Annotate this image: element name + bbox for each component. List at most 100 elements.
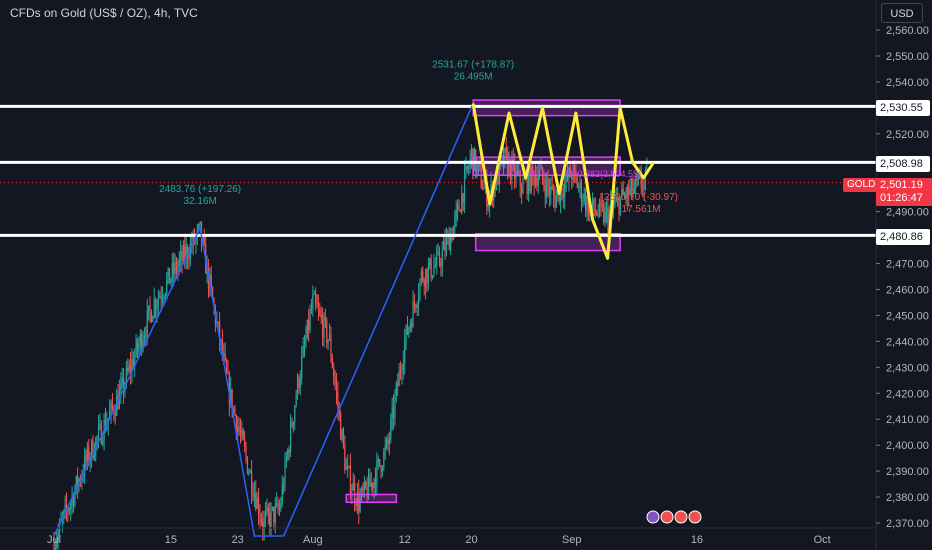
candle-body [302,345,304,357]
candle-body [122,377,125,393]
candle-body [150,311,153,323]
currency-button[interactable]: USD [881,3,923,23]
candle-body [116,395,118,416]
candle-body [100,423,102,444]
candle-body [604,210,606,223]
pattern-line [471,103,655,260]
candle-body [241,429,243,434]
candle-body [142,340,144,349]
candle-body [575,170,577,177]
symbol-tag: GOLD [843,178,880,192]
candle-body [102,441,104,444]
candle-body [568,167,570,179]
level-tag-bottom: 2,480.86 [876,229,930,245]
pivot-volume: 32.16M [183,196,216,207]
candle-body [548,186,551,195]
candle-body [316,302,318,308]
candle-body [88,446,90,462]
candle-body [572,166,574,180]
x-tick-label: 20 [465,534,477,546]
candle-body [553,189,555,196]
candle-body [643,179,645,190]
candle-body [237,426,239,433]
candle-body [248,472,250,474]
candle-body [121,377,123,384]
lightning-event-icon [646,510,660,524]
candle-body [131,359,133,372]
candle-body [380,465,382,473]
candle-body [388,438,390,444]
candle-body [420,271,422,281]
y-axis[interactable]: 2,560.002,550.002,540.002,530.002,520.00… [875,0,929,550]
candle-body [431,275,434,278]
candle-body [270,508,272,527]
candle-body [511,159,513,180]
candle-body [633,187,635,193]
candle-body [342,429,345,446]
candle-body [399,370,402,373]
candle-body [374,479,377,487]
annotations: 2531.67 (+178.87)26.495M 2483.76 (+197.26… [159,60,678,215]
candle-body [128,364,130,372]
candle-body [404,340,406,363]
candle-body [224,353,226,360]
pivot-label: 2483.76 (+197.26) [159,184,241,195]
candle-body [587,197,589,216]
x-axis[interactable]: Jul 15 23 Aug 12 20 Sep 16 Oct [0,527,876,546]
candle-body [579,181,581,187]
candle-body [118,391,121,409]
candle-body [173,263,175,274]
candle-body [245,446,247,457]
candle-body [57,531,59,542]
candle-body [212,287,214,300]
candle-body [217,321,219,323]
candle-body [533,173,535,185]
candle-body [223,353,225,356]
y-tick-label: 2,460.00 [886,284,929,296]
trend-line [53,103,474,537]
candle-body [199,221,201,225]
candle-body [159,296,161,298]
candle-body [523,179,525,181]
candle-body [146,310,148,337]
candle-body [193,233,196,243]
candle-body [637,175,640,180]
candle-body [110,401,112,412]
candle-body [409,323,411,328]
candle-body [86,446,88,462]
pivot-volume: 17.561M [622,204,661,215]
candle-body [434,265,436,267]
candle-body [505,148,507,153]
candle-body [379,459,381,466]
candle-body [360,488,363,498]
candle-body [483,185,485,190]
candle-body [330,334,332,358]
candle-body [461,193,463,213]
pivot-label: 2531.67 (+178.87) [432,60,514,71]
event-icons[interactable] [646,510,702,524]
candle-body [646,168,648,170]
candle-body [392,406,395,418]
candle-body [81,476,83,482]
candle-body [526,176,528,194]
candle-body [56,541,58,548]
candle-body [156,304,158,310]
y-tick-label: 2,370.00 [886,518,929,530]
y-tick-label: 2,520.00 [886,129,929,141]
candle-body [235,415,237,433]
candle-body [559,188,562,203]
candle-body [362,488,364,492]
y-tick-label: 2,540.00 [886,77,929,89]
candle-body [283,485,285,488]
candle-body [134,355,136,368]
candle-body [306,319,308,339]
candle-body [465,166,467,172]
candle-body [573,166,576,171]
candle-body [242,429,244,440]
candle-body [74,490,76,506]
candle-body [437,252,439,254]
candle-body [96,436,98,439]
candle-body [68,508,70,512]
candle-body [277,502,279,510]
